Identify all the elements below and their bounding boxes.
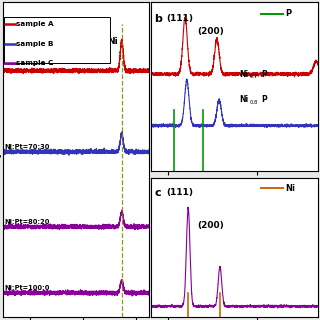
- Text: (111): (111): [166, 14, 193, 23]
- Text: Ni: Ni: [239, 95, 248, 104]
- Text: sample A: sample A: [16, 21, 54, 27]
- Text: Ni: Ni: [285, 184, 295, 193]
- Text: (111): (111): [166, 188, 193, 197]
- Text: sample B: sample B: [16, 41, 54, 47]
- Text: 0.7: 0.7: [250, 74, 258, 79]
- Text: sample A: sample A: [16, 21, 54, 27]
- Text: Ni:Pt=70:30: Ni:Pt=70:30: [4, 144, 50, 150]
- Text: sample C: sample C: [16, 60, 54, 66]
- Text: Ni:Pt=80:20: Ni:Pt=80:20: [4, 219, 50, 225]
- Text: P: P: [285, 9, 292, 18]
- Text: c: c: [154, 188, 161, 198]
- Text: Ni:Pt=100:0: Ni:Pt=100:0: [4, 285, 50, 291]
- Text: (200): (200): [197, 27, 224, 36]
- Text: (200): (200): [197, 220, 224, 229]
- Text: sample C: sample C: [16, 60, 54, 66]
- Text: Ni: Ni: [107, 36, 118, 46]
- Text: P: P: [261, 95, 267, 104]
- Text: b: b: [154, 14, 162, 24]
- Y-axis label: Intensity (a.u.): Intensity (a.u.): [0, 121, 2, 197]
- Text: 0.8: 0.8: [250, 100, 258, 105]
- FancyBboxPatch shape: [4, 17, 110, 63]
- Text: sample B: sample B: [16, 41, 54, 47]
- Text: Ni: Ni: [239, 69, 248, 79]
- Text: P: P: [261, 69, 267, 79]
